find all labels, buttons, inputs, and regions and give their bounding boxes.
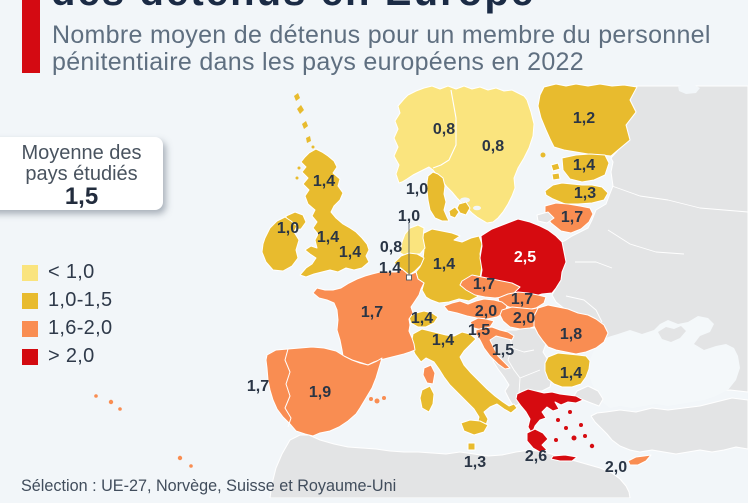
svg-text:1,2: 1,2 bbox=[573, 110, 595, 127]
svg-text:1,0: 1,0 bbox=[277, 220, 299, 237]
svg-text:1,4: 1,4 bbox=[313, 173, 335, 190]
svg-text:1,4: 1,4 bbox=[339, 244, 361, 261]
svg-text:1,9: 1,9 bbox=[309, 384, 331, 401]
svg-text:1,7: 1,7 bbox=[561, 209, 583, 226]
svg-text:1,7: 1,7 bbox=[473, 276, 495, 293]
svg-text:1,8: 1,8 bbox=[560, 326, 582, 343]
svg-text:2,0: 2,0 bbox=[605, 459, 627, 476]
svg-text:2,6: 2,6 bbox=[525, 448, 547, 465]
svg-text:1,0: 1,0 bbox=[406, 181, 428, 198]
svg-text:1,7: 1,7 bbox=[247, 378, 269, 395]
svg-text:1,4: 1,4 bbox=[379, 260, 401, 277]
svg-text:1,4: 1,4 bbox=[573, 157, 595, 174]
svg-text:1,4: 1,4 bbox=[433, 256, 455, 273]
svg-text:1,7: 1,7 bbox=[511, 291, 533, 308]
svg-text:1,4: 1,4 bbox=[560, 365, 582, 382]
svg-text:2,0: 2,0 bbox=[475, 303, 497, 320]
svg-text:1,5: 1,5 bbox=[492, 342, 514, 359]
svg-text:0,8: 0,8 bbox=[482, 138, 504, 155]
svg-text:1,5: 1,5 bbox=[468, 322, 490, 339]
svg-text:0,8: 0,8 bbox=[433, 121, 455, 138]
svg-text:1,4: 1,4 bbox=[317, 229, 339, 246]
svg-text:1,4: 1,4 bbox=[411, 310, 433, 327]
svg-text:2,0: 2,0 bbox=[513, 310, 535, 327]
svg-text:1,3: 1,3 bbox=[574, 185, 596, 202]
svg-text:1,0: 1,0 bbox=[398, 208, 420, 225]
svg-text:1,7: 1,7 bbox=[361, 304, 383, 321]
svg-text:0,8: 0,8 bbox=[380, 239, 402, 256]
svg-text:1,4: 1,4 bbox=[432, 332, 454, 349]
svg-text:2,5: 2,5 bbox=[514, 249, 536, 266]
svg-text:1,3: 1,3 bbox=[464, 454, 486, 471]
